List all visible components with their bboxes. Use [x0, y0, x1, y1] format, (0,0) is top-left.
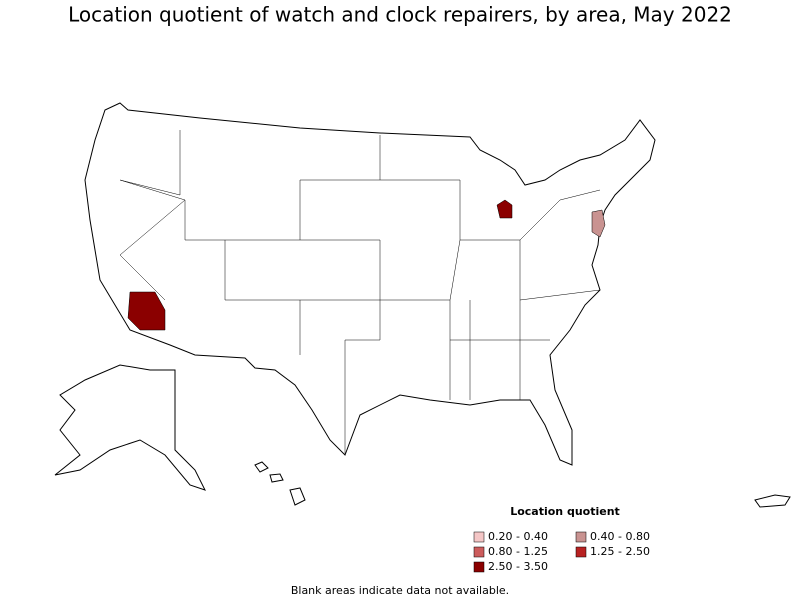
legend-swatch	[473, 546, 485, 558]
legend-label: 0.20 - 0.40	[488, 530, 548, 543]
hawaii-islands	[269, 473, 284, 483]
continental-us	[84, 102, 656, 466]
legend-label: 0.40 - 0.80	[590, 530, 650, 543]
legend-label: 1.25 - 2.50	[590, 545, 650, 558]
legend-label: 2.50 - 3.50	[488, 560, 548, 573]
new-york-area	[591, 209, 606, 238]
legend-swatch	[473, 531, 485, 543]
legend-swatch	[473, 561, 485, 573]
legend-swatch	[575, 546, 587, 558]
puerto-rico	[754, 494, 791, 508]
legend-title: Location quotient	[510, 505, 620, 518]
alaska	[54, 364, 206, 491]
map-title: Location quotient of watch and clock rep…	[68, 3, 732, 27]
hawaii-island	[289, 487, 306, 506]
area-borders	[119, 135, 601, 455]
state-borders	[119, 130, 181, 196]
map	[54, 102, 791, 508]
legend: 0.20 - 0.40 0.40 - 0.80 0.80 - 1.25 1.25 - …	[473, 530, 650, 573]
legend-swatch	[575, 531, 587, 543]
los-angeles-area	[127, 291, 166, 331]
detroit-area	[496, 199, 513, 219]
legend-label: 0.80 - 1.25	[488, 545, 548, 558]
footnote: Blank areas indicate data not available.	[291, 584, 509, 597]
hawaii	[254, 461, 269, 473]
